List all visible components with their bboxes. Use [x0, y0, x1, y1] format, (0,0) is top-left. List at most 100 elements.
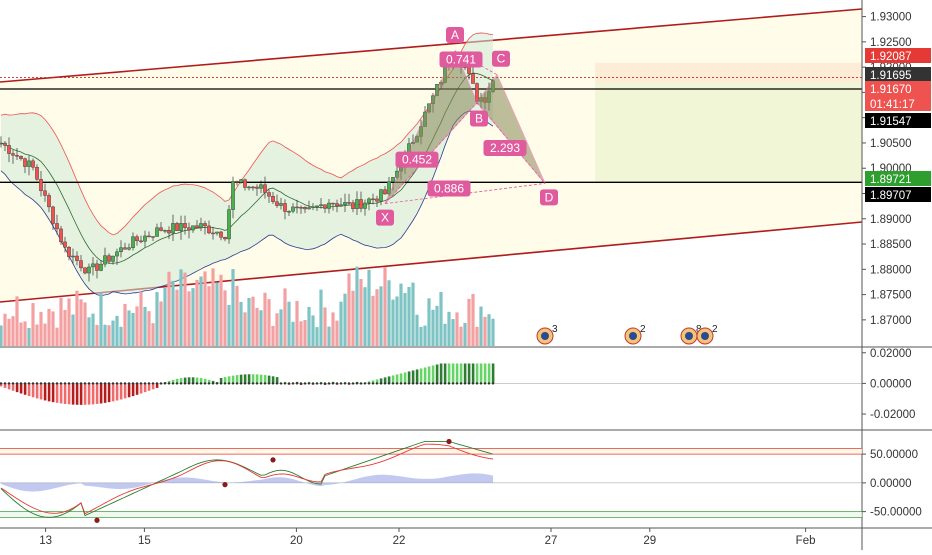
pattern-label-text: 0.886 — [434, 181, 464, 195]
pattern-label-bg — [376, 209, 394, 226]
candle-body — [147, 235, 151, 238]
volume-bar — [471, 293, 475, 346]
candle-body — [55, 223, 59, 230]
macd-signal-dot — [323, 382, 327, 385]
pattern-ratio-label: 0.452 — [395, 151, 439, 168]
macd-histogram-bar — [0, 383, 3, 387]
candle-body — [351, 202, 355, 209]
macd-signal-dot — [195, 382, 199, 385]
macd-histogram-bar — [95, 383, 99, 404]
volume-bars — [0, 266, 495, 346]
macd-histogram-bar — [71, 383, 75, 405]
candle-body — [67, 246, 71, 257]
macd-signal-dot — [443, 382, 447, 385]
candle-body — [87, 266, 91, 274]
macd-histogram-bar — [47, 383, 51, 402]
candle-body — [391, 177, 395, 182]
macd-signal-dot — [111, 382, 115, 385]
macd-signal-dot — [35, 382, 39, 385]
macd-histogram-bar — [463, 363, 467, 384]
macd-signal-dot — [135, 382, 139, 385]
volume-bar — [87, 317, 91, 346]
volume-bar — [347, 273, 351, 346]
pattern-point-d: D — [540, 189, 558, 206]
macd-tick-label: 0.00000 — [870, 378, 912, 390]
macd-histogram-bar — [179, 378, 183, 384]
volume-bar — [199, 276, 203, 346]
volume-bar — [39, 311, 43, 346]
candle-body — [163, 230, 167, 232]
candle-body — [183, 223, 187, 228]
candle-body — [207, 225, 211, 234]
macd-signal-dot — [139, 382, 143, 385]
candle-body — [363, 202, 367, 209]
volume-bar — [379, 286, 383, 346]
volume-bar — [327, 326, 331, 346]
macd-histogram-bar — [171, 379, 175, 384]
candle-body — [359, 199, 363, 209]
candle-body — [75, 255, 79, 261]
macd-signal-dot — [143, 382, 147, 385]
volume-bar — [219, 274, 223, 346]
macd-signal-dot — [483, 382, 487, 385]
macd-signal-dot — [411, 382, 415, 385]
volume-bar — [391, 299, 395, 346]
volume-bar — [239, 301, 243, 346]
candle-body — [7, 145, 11, 154]
volume-bar — [463, 322, 467, 346]
event-count: 8 — [696, 324, 702, 335]
volume-bar — [435, 305, 439, 346]
volume-bar — [35, 324, 39, 346]
candle-body — [63, 241, 67, 248]
oscillator-tick-label: -50.00000 — [870, 507, 922, 519]
volume-bar — [71, 314, 75, 346]
price-badge: 1.89707 — [865, 187, 931, 202]
candle-body — [187, 227, 191, 231]
macd-histogram-bar — [103, 383, 107, 403]
macd-histogram-bar — [487, 363, 491, 384]
macd-signal-dot — [295, 382, 299, 385]
volume-bar — [147, 311, 151, 346]
time-axis: 13 15 20 22 27 29 Feb — [39, 528, 816, 547]
pattern-label-bg — [427, 180, 471, 197]
price-badge-text: 01:41:17 — [870, 99, 915, 111]
volume-bar — [75, 290, 79, 346]
price-badge-bg — [865, 96, 931, 111]
volume-bar — [491, 318, 495, 346]
volume-bar — [267, 299, 271, 346]
macd-signal-dot — [239, 382, 243, 385]
macd-signal-dot — [455, 382, 459, 385]
volume-bar — [335, 320, 339, 346]
macd-tick-label: -0.02000 — [870, 409, 915, 421]
volume-bar — [99, 292, 103, 346]
macd-histogram-bar — [443, 363, 447, 384]
price-badge-text: 1.89707 — [870, 190, 912, 202]
volume-bar — [307, 306, 311, 346]
macd-signal-dot — [151, 382, 155, 385]
candle-body — [91, 263, 95, 268]
candle-body — [307, 207, 311, 210]
macd-signal-dot — [271, 382, 275, 385]
macd-signal-dot — [59, 382, 63, 385]
volume-bar — [95, 324, 99, 346]
candle-body — [383, 189, 387, 195]
macd-histogram-bar — [271, 376, 275, 384]
volume-bar — [231, 269, 235, 346]
volume-bar — [67, 298, 71, 346]
macd-signal-dot — [315, 382, 319, 385]
macd-histogram-bar — [223, 377, 227, 384]
candle-body — [15, 155, 19, 157]
volume-bar — [195, 279, 199, 346]
candle-body — [23, 158, 27, 167]
macd-signal-dot — [191, 382, 195, 385]
candle-body — [47, 195, 51, 208]
macd-signal-dot — [487, 382, 491, 385]
candle-body — [371, 198, 375, 201]
macd-signal-dot — [219, 382, 223, 385]
volume-bar — [403, 292, 407, 346]
volume-bar — [387, 280, 391, 346]
macd-histogram-bar — [99, 383, 103, 404]
macd-histogram-bar — [431, 365, 435, 384]
